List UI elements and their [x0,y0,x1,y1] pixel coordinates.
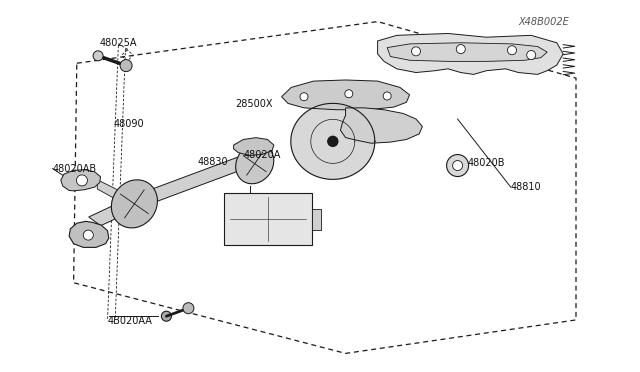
Polygon shape [378,33,563,74]
Circle shape [161,311,172,321]
Text: 48025A: 48025A [99,38,137,48]
Circle shape [452,161,463,170]
Circle shape [76,175,88,186]
Polygon shape [282,80,410,110]
Polygon shape [89,198,140,226]
Polygon shape [234,138,274,155]
Text: 48020AB: 48020AB [52,164,97,173]
Text: X48B002E: X48B002E [518,17,569,26]
Polygon shape [61,170,100,191]
Text: 28500X: 28500X [236,99,273,109]
Polygon shape [129,151,265,208]
Circle shape [93,51,103,61]
Circle shape [120,60,132,71]
Polygon shape [97,180,134,209]
Text: 4B020AA: 4B020AA [108,316,152,326]
Text: 48090: 48090 [114,119,145,129]
Circle shape [527,51,536,60]
Circle shape [508,46,516,55]
Circle shape [300,93,308,101]
Ellipse shape [111,180,157,228]
Text: 48020B: 48020B [467,158,505,167]
Circle shape [183,303,194,314]
Circle shape [383,92,391,100]
Circle shape [83,230,93,240]
Bar [312,209,321,230]
Circle shape [447,154,468,177]
Polygon shape [387,43,547,61]
Circle shape [456,45,465,54]
Text: 48810: 48810 [511,182,541,192]
Polygon shape [291,103,375,179]
Text: 48020A: 48020A [243,150,280,160]
Polygon shape [69,221,109,247]
Circle shape [328,137,338,146]
Ellipse shape [236,144,274,184]
Polygon shape [340,108,422,143]
Circle shape [345,90,353,98]
Circle shape [412,47,420,56]
Text: 48830: 48830 [197,157,228,167]
FancyBboxPatch shape [224,193,312,246]
